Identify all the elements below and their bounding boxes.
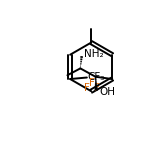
Text: F: F — [84, 83, 90, 93]
Text: F: F — [89, 78, 95, 88]
Text: OH: OH — [99, 87, 115, 97]
Text: F: F — [94, 83, 100, 93]
Text: CF₃: CF₃ — [88, 72, 105, 82]
Text: NH₂: NH₂ — [84, 49, 104, 59]
Polygon shape — [95, 77, 98, 91]
